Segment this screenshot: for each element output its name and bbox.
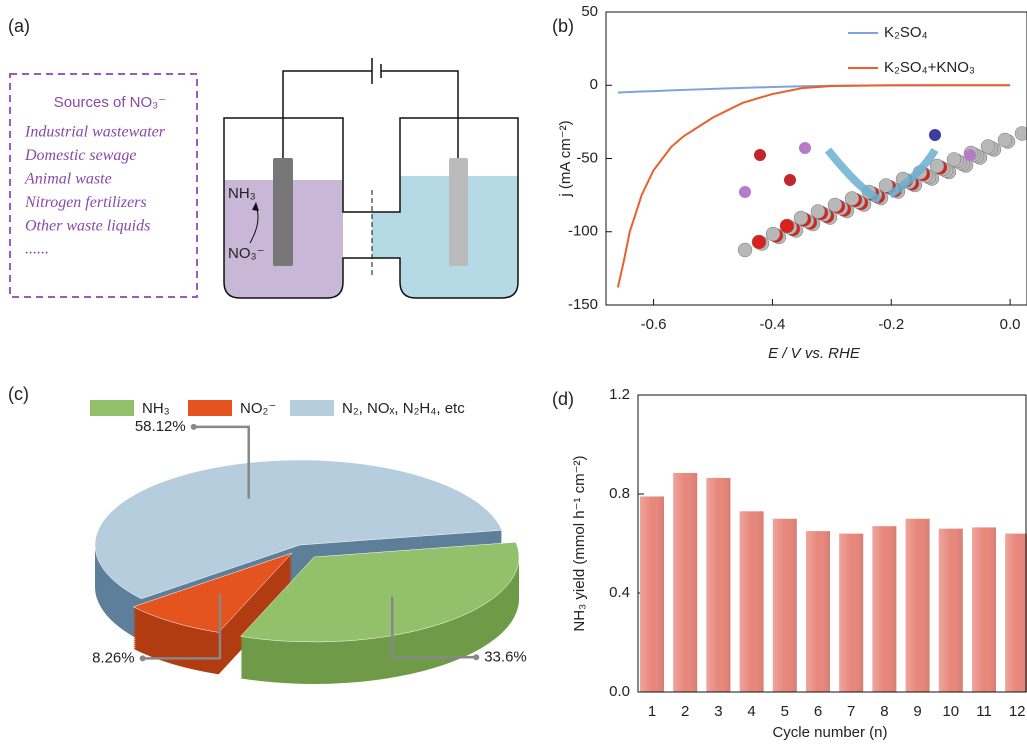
catalyst-atom [780, 219, 794, 233]
leader-dot [473, 654, 479, 660]
bar-shade [673, 473, 697, 692]
x-tick-label: 3 [714, 703, 722, 720]
wire [283, 58, 458, 158]
legend-label: K₂SO₄+KNO₃ [884, 59, 975, 76]
cell-reactant: NO₃⁻ [228, 245, 265, 262]
x-tick-label: -0.4 [759, 316, 785, 333]
sources-title: Sources of NO₃⁻ [54, 94, 166, 111]
x-tick-label: 5 [781, 703, 789, 720]
x-tick-label: 2 [681, 703, 689, 720]
source-item: ...... [25, 241, 49, 258]
molecule [754, 149, 766, 161]
bar-shade [839, 534, 863, 692]
x-tick-label: 9 [913, 703, 921, 720]
x-tick-label: 10 [942, 703, 959, 720]
legend-label: NH₃ [142, 400, 170, 417]
panel-label: (a) [8, 16, 30, 36]
catalyst-atom [766, 227, 780, 241]
x-tick-label: 4 [747, 703, 755, 720]
legend-swatch [290, 400, 334, 416]
x-tick-label: 8 [880, 703, 888, 720]
bar-shade [939, 529, 963, 692]
x-axis-label: E / V vs. RHE [768, 345, 861, 362]
source-item: Industrial wastewater [24, 124, 166, 141]
bar-shade [706, 478, 730, 692]
x-tick-label: 0.0 [1000, 316, 1021, 333]
bar-shade [872, 526, 896, 692]
series-line [618, 85, 1010, 287]
source-item: Other waste liquids [25, 217, 150, 234]
bar-shade [740, 511, 764, 692]
bar-shade [773, 519, 797, 692]
y-axis-label: NH₃ yield (mmol h⁻¹ cm⁻²) [571, 455, 588, 631]
catalyst-atom [752, 235, 766, 249]
cell-product: NH₃ [228, 185, 256, 202]
x-tick-label: -0.2 [878, 316, 904, 333]
y-tick-label: -100 [568, 223, 598, 240]
leader-dot [140, 655, 146, 661]
anode [449, 158, 468, 266]
bar-shade [640, 496, 664, 692]
y-tick-label: 0.0 [609, 683, 630, 700]
catalyst-atom [1015, 127, 1027, 141]
panel-label: (c) [8, 384, 29, 404]
legend-label: K₂SO₄ [884, 24, 928, 41]
electrolyte-right [372, 176, 518, 298]
value-label: 8.26% [92, 649, 135, 666]
y-tick-label: -50 [576, 149, 598, 166]
y-tick-label: 50 [581, 3, 598, 20]
x-axis-label: Cycle number (n) [772, 724, 887, 741]
y-tick-label: 0.4 [609, 584, 630, 601]
bar-shade [972, 527, 996, 692]
x-tick-label: 7 [847, 703, 855, 720]
source-item: Domestic sewage [24, 147, 137, 164]
bar-shade [1005, 534, 1027, 692]
molecule [784, 174, 796, 186]
molecule [964, 149, 976, 161]
cell: NH₃ NO₃⁻ [224, 58, 518, 298]
value-label: 33.6% [484, 648, 527, 665]
value-label: 58.12% [135, 418, 186, 435]
legend-label: NO₂⁻ [240, 400, 276, 417]
catalyst-atom [794, 211, 808, 225]
catalyst-atom [845, 192, 859, 206]
x-tick-label: -0.6 [641, 316, 667, 333]
molecule [739, 186, 751, 198]
x-tick-label: 12 [1009, 703, 1026, 720]
panel-label: (d) [552, 389, 574, 409]
x-tick-label: 1 [648, 703, 656, 720]
y-tick-label: 1.2 [609, 386, 630, 403]
catalyst-atom [828, 198, 842, 212]
bar-shade [806, 531, 830, 692]
molecule [929, 129, 941, 141]
catalyst-atom [981, 140, 995, 154]
figure: (a) Sources of NO₃⁻ NH₃ NO₃⁻ Industrial … [0, 0, 1027, 744]
legend-swatch [90, 400, 134, 416]
panel-label: (b) [552, 16, 574, 36]
y-tick-label: 0 [590, 76, 598, 93]
catalyst-atom [738, 243, 752, 257]
catalyst-atom [947, 153, 961, 167]
source-item: Nitrogen fertilizers [24, 194, 147, 211]
bar-shade [906, 519, 930, 692]
source-item: Animal waste [24, 170, 112, 187]
x-tick-label: 11 [976, 703, 992, 720]
y-axis-label: j (mA cm⁻²) [557, 120, 574, 197]
legend-swatch [188, 400, 232, 416]
molecule [799, 142, 811, 154]
legend-label: N₂, NOₓ, N₂H₄, etc [342, 400, 465, 417]
catalyst-atom [811, 205, 825, 219]
cathode [273, 158, 293, 266]
x-tick-label: 6 [814, 703, 822, 720]
leader-dot [191, 424, 197, 430]
y-tick-label: 0.8 [609, 485, 630, 502]
y-tick-label: -150 [568, 296, 598, 313]
catalyst-atom [998, 133, 1012, 147]
